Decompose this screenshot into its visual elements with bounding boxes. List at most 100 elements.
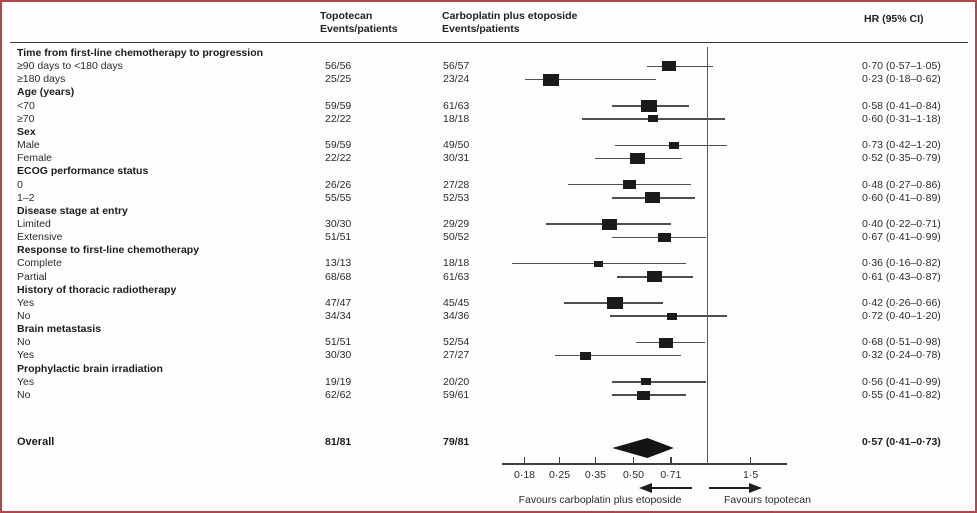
- row-hr-text: 0·61 (0·43–0·87): [862, 270, 941, 283]
- hr-point-square: [658, 232, 672, 242]
- row-hr-text: 0·56 (0·41–0·99): [862, 375, 941, 388]
- hr-point-square: [667, 312, 678, 320]
- row-section-label: Sex: [17, 125, 36, 138]
- row-carboplatin-events: 23/24: [443, 73, 470, 86]
- reference-line: [706, 47, 709, 464]
- hr-point-square: [580, 351, 592, 360]
- row-label: Limited: [17, 217, 51, 230]
- overall-topotecan-events: 81/81: [325, 436, 352, 448]
- axis-tick: [523, 456, 526, 464]
- axis-tick: [558, 456, 561, 464]
- row-topotecan-events: 30/30: [325, 349, 352, 362]
- hr-point-square: [645, 192, 661, 204]
- row-topotecan-events: 34/34: [325, 310, 352, 322]
- carboplatin-column-header: Carboplatin plus etoposide Events/patien…: [442, 10, 577, 35]
- row-hr-text: 0·42 (0·26–0·66): [862, 296, 941, 309]
- row-carboplatin-events: 34/36: [443, 310, 470, 322]
- ci-line: [555, 354, 681, 357]
- row-section-label: History of thoracic radiotherapy: [17, 283, 177, 296]
- hr-point-square: [593, 260, 603, 267]
- hr-point-square: [659, 337, 674, 348]
- row-topotecan-events: 51/51: [325, 231, 352, 244]
- favours-left-arrow-line: [651, 487, 692, 489]
- row-carboplatin-events: 29/29: [443, 217, 470, 230]
- row-carboplatin-events: 61/63: [443, 270, 470, 283]
- row-carboplatin-events: 61/63: [443, 99, 470, 112]
- row-topotecan-events: 22/22: [325, 112, 352, 125]
- axis-tick: [749, 456, 752, 464]
- favours-right-label: Favours topotecan: [724, 494, 811, 506]
- row-section-label: Time from first-line chemotherapy to pro…: [17, 47, 264, 59]
- favours-left-label: Favours carboplatin plus etoposide: [518, 494, 682, 506]
- axis-tick-label: 0·50: [622, 469, 644, 481]
- axis-tick: [670, 456, 672, 464]
- carboplatin-column-subtitle: Events/patients: [442, 22, 520, 35]
- row-label: Yes: [17, 375, 35, 388]
- ci-line: [647, 65, 713, 68]
- row-hr-text: 0·32 (0·24–0·78): [862, 349, 941, 362]
- axis-tick: [632, 456, 635, 464]
- axis-tick-label: 1·5: [743, 469, 759, 481]
- row-topotecan-events: 51/51: [325, 336, 352, 349]
- ci-line: [524, 78, 657, 81]
- topotecan-column-title: Topotecan: [320, 10, 373, 22]
- row-label: Female: [17, 152, 53, 165]
- row-carboplatin-events: 30/31: [443, 152, 470, 165]
- row-topotecan-events: 26/26: [325, 178, 352, 191]
- overall-carboplatin-events: 79/81: [443, 436, 470, 448]
- axis-tick-label: 0·71: [660, 469, 682, 481]
- hr-point-square: [622, 180, 636, 190]
- hr-point-square: [640, 378, 651, 386]
- row-topotecan-events: 13/13: [325, 257, 352, 270]
- row-topotecan-events: 30/30: [325, 217, 352, 230]
- row-topotecan-events: 47/47: [325, 296, 352, 309]
- row-topotecan-events: 25/25: [325, 73, 352, 86]
- row-carboplatin-events: 20/20: [443, 375, 470, 388]
- topotecan-column-header: Topotecan Events/patients: [320, 10, 398, 35]
- row-carboplatin-events: 27/27: [443, 349, 470, 362]
- row-hr-text: 0·40 (0·22–0·71): [862, 217, 941, 230]
- row-topotecan-events: 19/19: [325, 375, 352, 388]
- row-label: No: [17, 336, 31, 349]
- carboplatin-column-title: Carboplatin plus etoposide: [442, 10, 578, 22]
- hr-point-square: [602, 218, 618, 230]
- axis-tick-label: 0·35: [584, 469, 606, 481]
- axis-tick-label: 0·18: [513, 469, 535, 481]
- hr-point-square: [647, 115, 658, 123]
- hr-point-square: [641, 99, 658, 112]
- overall-hr-text: 0·57 (0·41–0·73): [862, 436, 941, 448]
- header-divider: [10, 42, 968, 43]
- hr-point-square: [668, 141, 679, 149]
- row-label: Partial: [17, 270, 47, 283]
- row-topotecan-events: 59/59: [325, 139, 352, 152]
- hr-column-header: HR (95% CI): [864, 13, 924, 25]
- hr-point-square: [542, 73, 559, 86]
- row-hr-text: 0·23 (0·18–0·62): [862, 73, 941, 86]
- hr-point-square: [630, 152, 646, 164]
- row-carboplatin-events: 50/52: [443, 231, 470, 244]
- row-topotecan-events: 62/62: [325, 388, 352, 401]
- row-carboplatin-events: 52/53: [443, 191, 470, 204]
- row-hr-text: 0·52 (0·35–0·79): [862, 152, 941, 165]
- row-carboplatin-events: 18/18: [443, 112, 470, 125]
- row-carboplatin-events: 49/50: [443, 139, 470, 152]
- favours-right-arrow-icon: [749, 483, 762, 493]
- row-carboplatin-events: 18/18: [443, 257, 470, 270]
- row-section-label: ECOG performance status: [17, 165, 149, 178]
- row-carboplatin-events: 52/54: [443, 336, 470, 349]
- row-section-label: Age (years): [17, 86, 75, 99]
- row-label: <70: [17, 99, 35, 112]
- row-topotecan-events: 56/56: [325, 60, 352, 73]
- favours-left-arrow-icon: [639, 483, 652, 493]
- row-label: 0: [17, 178, 23, 191]
- row-hr-text: 0·48 (0·27–0·86): [862, 178, 941, 191]
- row-topotecan-events: 68/68: [325, 270, 352, 283]
- row-label: Male: [17, 139, 40, 152]
- row-label: 1–2: [17, 191, 35, 204]
- row-topotecan-events: 22/22: [325, 152, 352, 165]
- row-section-label: Disease stage at entry: [17, 204, 128, 217]
- row-carboplatin-events: 56/57: [443, 60, 470, 73]
- hr-point-square: [606, 297, 623, 310]
- favours-right-arrow-line: [709, 487, 750, 489]
